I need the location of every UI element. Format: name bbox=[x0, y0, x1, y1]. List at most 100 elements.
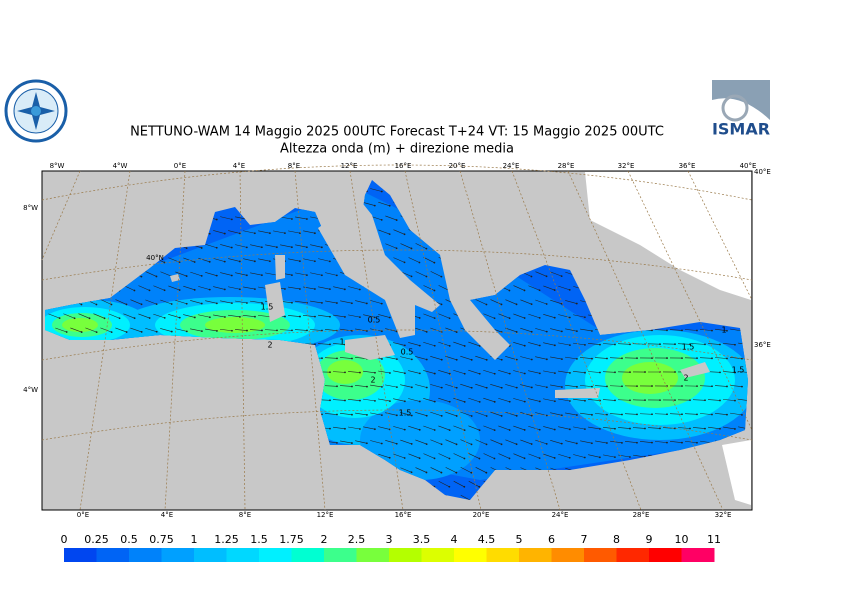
arrow-head bbox=[425, 443, 428, 445]
arrow-head bbox=[388, 316, 391, 319]
arrow-head bbox=[418, 261, 421, 264]
arrow-head bbox=[538, 316, 541, 319]
direction-arrow bbox=[513, 313, 525, 319]
direction-arrow bbox=[558, 453, 570, 459]
direction-arrow bbox=[198, 286, 210, 290]
arrow-head bbox=[133, 289, 136, 292]
direction-arrow bbox=[573, 342, 585, 346]
arrow-head bbox=[478, 400, 481, 403]
direction-arrow bbox=[228, 314, 240, 318]
arrow-head bbox=[185, 330, 188, 333]
arrow-head bbox=[440, 358, 443, 361]
direction-arrow bbox=[220, 300, 232, 304]
arrow-head bbox=[110, 303, 113, 306]
arrow-head bbox=[515, 331, 518, 333]
direction-arrow bbox=[700, 329, 712, 331]
direction-arrow bbox=[543, 285, 555, 291]
direction-arrow bbox=[213, 230, 225, 234]
arrow-head bbox=[681, 413, 683, 416]
contour-label: 2 bbox=[683, 374, 688, 383]
direction-arrow bbox=[468, 397, 480, 403]
arrow-head bbox=[388, 233, 391, 235]
subtitle: Altezza onda (m) + direzione media bbox=[280, 142, 514, 157]
direction-arrow bbox=[423, 453, 435, 459]
direction-arrow bbox=[453, 480, 465, 488]
direction-arrow bbox=[264, 329, 278, 331]
lon-label: 40°E bbox=[740, 162, 757, 170]
colorbar-label: 1.5 bbox=[250, 533, 268, 546]
arrow-head bbox=[208, 260, 211, 263]
arrow-head bbox=[365, 442, 368, 445]
arrow-head bbox=[606, 442, 608, 444]
direction-arrow bbox=[543, 453, 555, 459]
arrow-head bbox=[666, 357, 668, 359]
arrow-head bbox=[508, 317, 511, 320]
direction-arrow bbox=[378, 398, 390, 402]
direction-arrow bbox=[309, 329, 323, 331]
arrow-head bbox=[200, 330, 203, 333]
arrow-head bbox=[381, 358, 383, 360]
arrow-head bbox=[261, 301, 263, 304]
direction-arrow bbox=[602, 399, 616, 401]
arrow-head bbox=[305, 274, 308, 277]
arrow-head bbox=[425, 247, 428, 250]
arrow-head bbox=[470, 471, 473, 474]
direction-arrow bbox=[677, 427, 691, 429]
direction-arrow bbox=[175, 299, 187, 305]
direction-arrow bbox=[100, 299, 112, 305]
direction-arrow bbox=[550, 384, 562, 388]
direction-arrow bbox=[220, 328, 232, 332]
direction-arrow bbox=[603, 426, 615, 430]
direction-arrow bbox=[138, 285, 150, 291]
arrow-head bbox=[455, 331, 458, 333]
colorbar-swatch bbox=[226, 548, 260, 562]
arrow-head bbox=[629, 371, 631, 374]
arrow-head bbox=[523, 429, 526, 431]
arrow-head bbox=[470, 415, 473, 417]
arrow-head bbox=[275, 246, 278, 249]
arrow-head bbox=[599, 371, 601, 374]
arrow-head bbox=[553, 400, 556, 403]
arrow-head bbox=[433, 429, 436, 431]
arrow-head bbox=[560, 330, 563, 333]
arrow-head bbox=[208, 316, 211, 319]
arrow-head bbox=[343, 288, 346, 291]
direction-arrow bbox=[438, 370, 450, 374]
direction-arrow bbox=[280, 216, 292, 220]
arrow-head bbox=[508, 457, 511, 460]
arrow-head bbox=[711, 357, 713, 360]
direction-arrow bbox=[145, 327, 157, 333]
direction-arrow bbox=[108, 313, 120, 319]
arrow-head bbox=[328, 260, 331, 263]
direction-arrow bbox=[587, 399, 601, 401]
arrow-head bbox=[478, 372, 481, 375]
arrow-head bbox=[523, 400, 526, 403]
arrow-head bbox=[704, 399, 706, 402]
direction-arrow bbox=[505, 299, 517, 305]
contour-label: 1.5 bbox=[399, 409, 412, 418]
colorbar-label: 9 bbox=[646, 533, 653, 546]
lat-label: 8°W bbox=[23, 204, 38, 212]
direction-arrow bbox=[639, 413, 653, 415]
direction-arrow bbox=[468, 425, 480, 431]
direction-arrow bbox=[279, 329, 293, 331]
arrow-head bbox=[478, 345, 481, 347]
direction-arrow bbox=[505, 439, 517, 445]
arrow-head bbox=[336, 413, 338, 416]
arrow-head bbox=[140, 331, 143, 333]
arrow-head bbox=[545, 442, 548, 445]
arrow-head bbox=[689, 399, 691, 402]
lon-label: 8°W bbox=[50, 162, 65, 170]
direction-arrow bbox=[535, 384, 547, 388]
direction-arrow bbox=[175, 271, 187, 277]
direction-arrow bbox=[70, 327, 82, 333]
arrow-head bbox=[614, 371, 616, 374]
direction-arrow bbox=[483, 397, 495, 403]
arrow-head bbox=[726, 329, 728, 332]
arrow-head bbox=[493, 457, 496, 460]
direction-arrow bbox=[438, 397, 450, 403]
direction-arrow bbox=[183, 285, 195, 291]
direction-arrow bbox=[423, 425, 435, 431]
arrow-head bbox=[463, 457, 466, 460]
direction-arrow bbox=[340, 300, 352, 304]
